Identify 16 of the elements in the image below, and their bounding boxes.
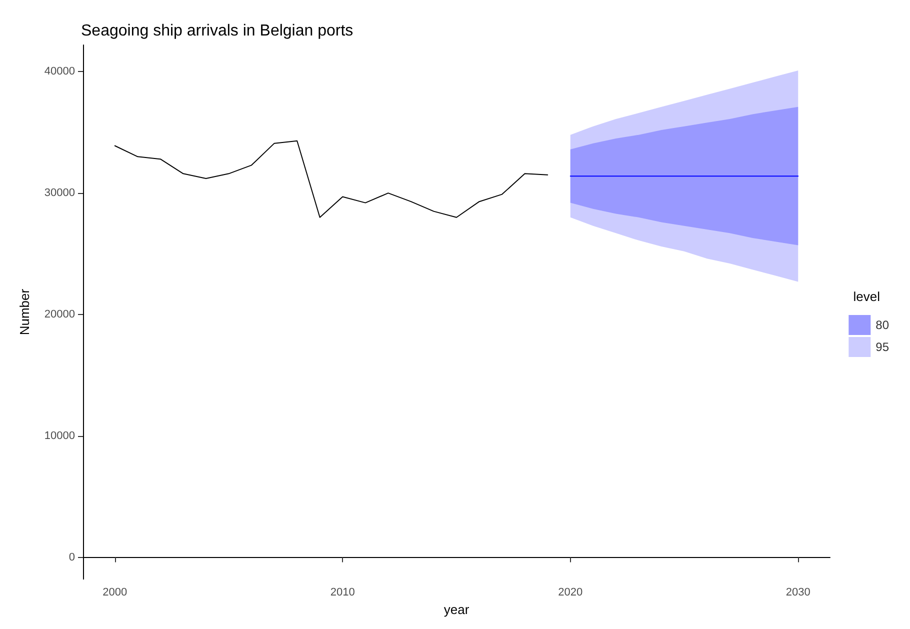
- x-axis-title: year: [444, 602, 470, 617]
- legend-title: level: [853, 289, 880, 304]
- legend-label: 95: [876, 340, 890, 354]
- x-tick-label: 2030: [786, 586, 810, 599]
- y-tick-label: 10000: [44, 430, 75, 442]
- x-tick-label: 2020: [558, 586, 583, 599]
- x-tick-label: 2010: [330, 586, 355, 599]
- line-series: [114, 140, 548, 218]
- x-tick-label: 2000: [102, 586, 128, 599]
- y-tick-label: 20000: [44, 308, 75, 320]
- legend-label: 80: [876, 318, 890, 332]
- y-axis-title: Number: [17, 288, 32, 336]
- y-tick-label: 40000: [44, 66, 75, 78]
- y-tick-label: 30000: [44, 187, 75, 200]
- y-tick-label: 0: [68, 551, 75, 564]
- chart-title: Seagoing ship arrivals in Belgian ports: [81, 22, 354, 40]
